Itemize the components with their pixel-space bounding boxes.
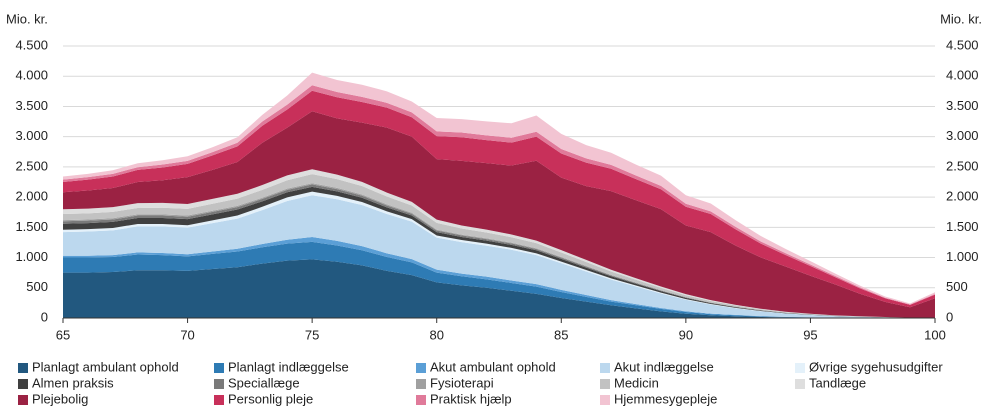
y2-tick-label: 4.500 [946, 37, 979, 52]
legend: Planlagt ambulant ophold Planlagt indlægg… [18, 359, 943, 406]
legend-label: Speciallæge [228, 375, 300, 390]
y2-tick-label: 4.000 [946, 68, 979, 83]
y2-tick-label: 1.500 [946, 219, 979, 234]
legend-swatch [214, 379, 224, 389]
area [63, 111, 935, 318]
x-tick-label: 90 [679, 327, 693, 342]
legend-swatch [600, 395, 610, 405]
y-tick-label: 2.000 [15, 189, 48, 204]
legend-swatch [416, 379, 426, 389]
legend-swatch [600, 379, 610, 389]
x-tick-label: 70 [180, 327, 194, 342]
x-tick-label: 65 [56, 327, 70, 342]
y-tick-label: 1.000 [15, 249, 48, 264]
area [63, 259, 935, 318]
legend-swatch [416, 395, 426, 405]
y2-tick-label: 0 [946, 309, 953, 324]
y2-tick-label: 3.500 [946, 98, 979, 113]
axes: 0 0 500 500 1.000 1.000 1.500 1.500 2.000 2.000 2.… [15, 37, 978, 342]
area [63, 72, 935, 305]
x-tick-label: 80 [429, 327, 443, 342]
x-tick-label: 95 [803, 327, 817, 342]
legend-swatch [18, 379, 28, 389]
y2-tick-label: 500 [946, 279, 968, 294]
legend-label: Planlagt indlæggelse [228, 359, 349, 374]
y2-tick-label: 1.000 [946, 249, 979, 264]
y2-axis-label: Mio. kr. [940, 11, 982, 26]
area [63, 195, 935, 318]
areas [63, 72, 935, 318]
y2-tick-label: 2.000 [946, 189, 979, 204]
legend-swatch [18, 363, 28, 373]
legend-label: Medicin [614, 375, 659, 390]
y-tick-label: 1.500 [15, 219, 48, 234]
legend-label: Fysioterapi [430, 375, 494, 390]
x-tick-label: 85 [554, 327, 568, 342]
legend-label: Tandlæge [809, 375, 866, 390]
legend-swatch [795, 379, 805, 389]
y-axis-label: Mio. kr. [6, 11, 48, 26]
y-tick-label: 3.500 [15, 98, 48, 113]
legend-swatch [600, 363, 610, 373]
y-tick-label: 2.500 [15, 158, 48, 173]
legend-swatch [18, 395, 28, 405]
y-tick-label: 500 [26, 279, 48, 294]
x-tick-label: 75 [305, 327, 319, 342]
legend-label: Øvrige sygehusudgifter [809, 359, 943, 374]
y-tick-label: 3.000 [15, 128, 48, 143]
legend-swatch [416, 363, 426, 373]
legend-label: Personlig pleje [228, 391, 313, 406]
area [63, 90, 935, 308]
x-tick-label: 100 [924, 327, 946, 342]
legend-label: Planlagt ambulant ophold [32, 359, 179, 374]
legend-label: Almen praksis [32, 375, 114, 390]
y-tick-label: 4.500 [15, 37, 48, 52]
legend-label: Hjemmesygepleje [614, 391, 717, 406]
area [63, 241, 935, 318]
legend-label: Akut ambulant ophold [430, 359, 556, 374]
legend-swatch [795, 363, 805, 373]
y2-tick-label: 2.500 [946, 158, 979, 173]
legend-swatch [214, 395, 224, 405]
legend-label: Praktisk hjælp [430, 391, 512, 406]
legend-label: Akut indlæggelse [614, 359, 714, 374]
y-tick-label: 0 [41, 309, 48, 324]
legend-label: Plejebolig [32, 391, 88, 406]
y-tick-label: 4.000 [15, 68, 48, 83]
legend-swatch [214, 363, 224, 373]
y2-tick-label: 3.000 [946, 128, 979, 143]
